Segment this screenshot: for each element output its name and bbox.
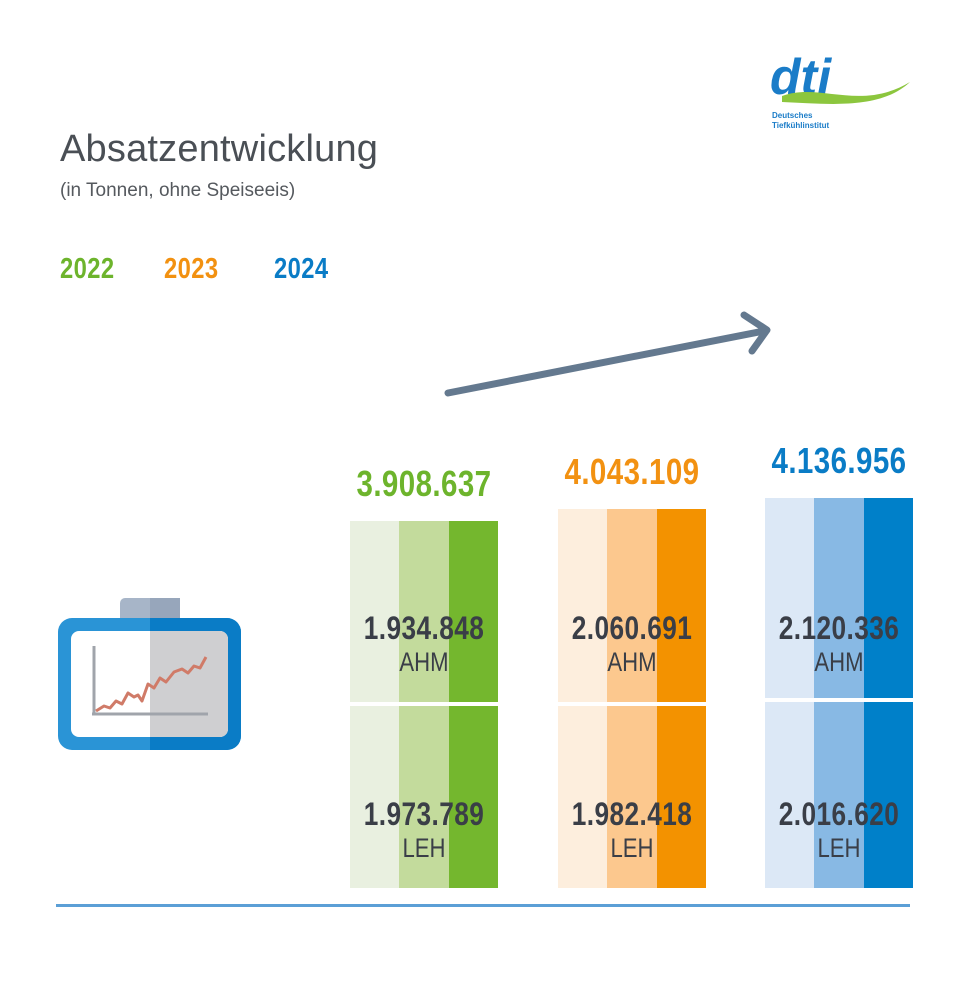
segment-ahm-2023: 2.060.691 AHM: [571, 610, 693, 677]
segment-leh-2022: 1.973.789 LEH: [363, 796, 485, 863]
bar-2024: [765, 498, 913, 888]
dti-logo: dti Deutsches Tiefkühlinstitut: [760, 49, 920, 142]
dti-logo-icon: dti Deutsches Tiefkühlinstitut: [770, 49, 910, 130]
total-2024: 4.136.956: [771, 440, 907, 481]
total-2022: 3.908.637: [356, 463, 492, 504]
legend-2024: 2024: [274, 253, 329, 285]
bar-2023: [558, 509, 706, 888]
chart-subtitle: (in Tonnen, ohne Speiseeis): [60, 180, 296, 201]
segment-ahm-2024: 2.120.336 AHM: [778, 610, 900, 677]
segment-leh-2024: 2.016.620 LEH: [778, 796, 900, 863]
clipboard-chart-icon: [58, 598, 242, 755]
segment-leh-2023: 1.982.418 LEH: [571, 796, 693, 863]
total-2023: 4.043.109: [564, 451, 700, 492]
legend-2022: 2022: [60, 253, 115, 285]
segment-ahm-2022: 1.934.848 AHM: [363, 610, 485, 677]
svg-text:Tiefkühlinstitut: Tiefkühlinstitut: [772, 121, 830, 130]
legend-2023: 2023: [164, 253, 219, 285]
bar-2022: [350, 521, 498, 888]
baseline-divider: [56, 904, 910, 907]
chart-title: Absatzentwicklung: [60, 128, 379, 170]
svg-text:Deutsches: Deutsches: [772, 111, 813, 120]
